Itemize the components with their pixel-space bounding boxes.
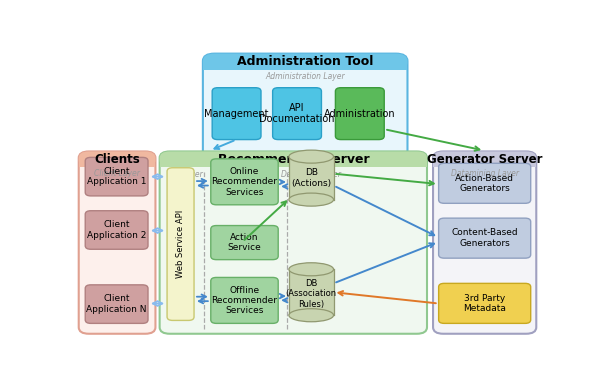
Text: Content-Based
Generators: Content-Based Generators	[451, 228, 518, 248]
FancyBboxPatch shape	[203, 54, 407, 70]
Text: Generator Server: Generator Server	[427, 152, 542, 166]
Text: Management: Management	[205, 109, 269, 119]
Text: DB
(Actions): DB (Actions)	[291, 168, 331, 188]
Text: Action-Based
Generators: Action-Based Generators	[455, 174, 514, 193]
Text: Database Layer: Database Layer	[281, 170, 341, 179]
Text: API
Documentation: API Documentation	[259, 103, 335, 124]
Text: Administration Layer: Administration Layer	[265, 72, 345, 81]
Text: Online
Recommender
Services: Online Recommender Services	[211, 167, 277, 197]
FancyBboxPatch shape	[212, 88, 261, 140]
Text: Client
Application 2: Client Application 2	[87, 220, 146, 240]
Text: DB
(Association
Rules): DB (Association Rules)	[286, 279, 337, 309]
Text: Administration: Administration	[324, 109, 395, 119]
FancyBboxPatch shape	[211, 226, 278, 259]
FancyBboxPatch shape	[335, 88, 384, 140]
Ellipse shape	[289, 150, 334, 163]
Text: Administration Tool: Administration Tool	[237, 55, 373, 68]
Ellipse shape	[289, 193, 334, 206]
FancyBboxPatch shape	[167, 168, 194, 320]
FancyBboxPatch shape	[85, 211, 148, 249]
Text: Clients: Clients	[94, 152, 140, 166]
FancyBboxPatch shape	[272, 88, 322, 140]
FancyBboxPatch shape	[79, 151, 155, 167]
Bar	[289, 269, 334, 315]
Text: Recommender Server: Recommender Server	[218, 152, 369, 166]
Text: Action
Service: Action Service	[227, 233, 262, 252]
FancyBboxPatch shape	[439, 163, 531, 203]
Text: API Layer: API Layer	[167, 170, 203, 179]
Bar	[433, 159, 536, 167]
Bar	[289, 157, 334, 199]
Ellipse shape	[289, 309, 334, 322]
FancyBboxPatch shape	[160, 151, 427, 334]
Bar	[160, 159, 427, 167]
Ellipse shape	[289, 263, 334, 276]
Text: 3rd Party
Metadata: 3rd Party Metadata	[463, 294, 506, 313]
FancyBboxPatch shape	[211, 159, 278, 205]
FancyBboxPatch shape	[203, 54, 407, 159]
Text: Web Service API: Web Service API	[176, 210, 185, 278]
Text: Client
Application N: Client Application N	[86, 295, 147, 314]
Text: Client Layer: Client Layer	[94, 169, 140, 178]
FancyBboxPatch shape	[160, 151, 427, 167]
FancyBboxPatch shape	[85, 285, 148, 323]
Text: Offline
Recommender
Services: Offline Recommender Services	[211, 286, 277, 315]
FancyBboxPatch shape	[85, 157, 148, 196]
Text: Application Layer: Application Layer	[212, 170, 278, 179]
Bar	[203, 62, 407, 70]
FancyBboxPatch shape	[439, 283, 531, 323]
FancyBboxPatch shape	[79, 151, 155, 334]
FancyBboxPatch shape	[433, 151, 536, 334]
FancyBboxPatch shape	[211, 278, 278, 323]
FancyBboxPatch shape	[433, 151, 536, 167]
Bar	[79, 159, 155, 167]
Text: Datamining Layer: Datamining Layer	[451, 169, 518, 178]
Text: Client
Application 1: Client Application 1	[87, 167, 146, 186]
FancyBboxPatch shape	[439, 218, 531, 258]
